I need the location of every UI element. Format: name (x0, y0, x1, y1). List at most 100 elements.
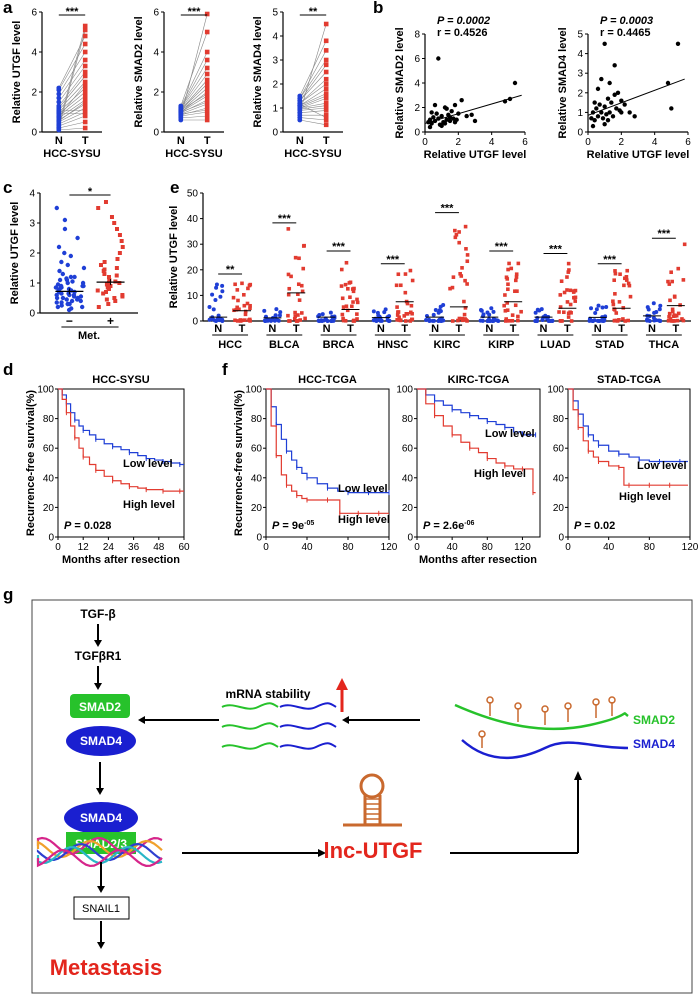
point-tumor (457, 230, 461, 234)
point-tumor (503, 309, 508, 313)
x-axis-label: Months after resection (62, 554, 180, 566)
x-tick-label: N (268, 323, 276, 335)
x-tick-label: 4 (652, 137, 658, 148)
point-tumor (516, 261, 521, 266)
x-tick-label: T (204, 135, 211, 147)
point-tumor (506, 287, 510, 292)
pair-line (299, 117, 327, 121)
point-normal (480, 318, 485, 323)
point-met-pos (95, 288, 100, 293)
point-tumor (462, 299, 466, 304)
smad2-label: SMAD2 (79, 700, 121, 714)
y-tick-label: 4 (414, 79, 420, 90)
y-tick-label: 4 (29, 189, 35, 200)
point-t (323, 103, 329, 108)
group-label: KIRP (488, 339, 514, 351)
point-normal (604, 304, 609, 309)
point-tumor (298, 318, 303, 322)
point-tumor (355, 300, 360, 305)
point-tumor (350, 287, 355, 291)
dna-strand (36, 848, 163, 868)
point-met-neg (69, 306, 74, 311)
y-tick-label: 80 (251, 414, 263, 425)
point-tumor (303, 316, 307, 321)
pair-line (299, 83, 327, 104)
point-t (323, 69, 329, 75)
point-met-neg (79, 304, 85, 310)
x-tick-label: 4 (489, 137, 495, 148)
point-t (323, 62, 329, 68)
point-tumor (405, 301, 410, 306)
pair-line (180, 101, 208, 113)
point-met-neg (68, 253, 74, 259)
point-met-neg (58, 283, 64, 289)
point-normal (478, 307, 483, 312)
scatter-point (605, 96, 611, 101)
x-tick-label: 60 (178, 542, 190, 553)
point-t (204, 71, 210, 77)
point-tumor (676, 311, 681, 316)
point-tumor (286, 292, 291, 297)
point-normal (589, 318, 594, 323)
point-tumor (667, 315, 671, 319)
y-tick-label: 100 (396, 385, 413, 396)
survival-curve (266, 388, 389, 494)
point-tumor (559, 279, 564, 284)
smad4-mrna-label: SMAD4 (633, 737, 675, 751)
point-tumor (625, 268, 630, 273)
dna-strand (36, 836, 163, 856)
point-tumor (398, 318, 403, 323)
pair-line (299, 59, 327, 99)
point-met-pos (104, 297, 109, 302)
point-tumor (296, 282, 301, 287)
tgf-beta-label: TGF-β (80, 607, 115, 621)
point-t (323, 48, 329, 53)
point-tumor (567, 268, 571, 272)
point-tumor (286, 272, 291, 277)
point-tumor (457, 240, 461, 245)
point-tumor (243, 309, 248, 314)
point-tumor (516, 318, 520, 323)
point-tumor (463, 317, 467, 321)
x-tick-label: T (618, 323, 625, 335)
group-label: HCC (218, 339, 242, 351)
scatter-point (600, 116, 606, 121)
pair-line (299, 107, 327, 111)
y-axis-label: Relative UTGF level (168, 206, 180, 309)
point-normal (537, 308, 542, 313)
pair-line (299, 64, 327, 101)
x-axis-label: Relative UTGF level (424, 149, 527, 161)
point-t (82, 81, 88, 87)
point-met-pos (102, 272, 107, 276)
point-t (323, 57, 329, 63)
point-met-neg (70, 279, 75, 284)
point-tumor (503, 319, 508, 323)
y-tick-label: 20 (251, 503, 263, 514)
point-met-pos (113, 299, 118, 303)
x-tick-label: 2 (619, 137, 625, 148)
point-tumor (465, 282, 469, 286)
y-tick-label: 3 (272, 56, 278, 67)
point-normal (317, 318, 322, 323)
scatter-point (604, 112, 609, 117)
point-tumor (678, 303, 682, 307)
point-tumor (614, 318, 619, 323)
x-axis-label: Months after resection (419, 554, 537, 566)
point-t (82, 99, 88, 105)
y-tick-label: 6 (153, 8, 159, 19)
sig-stars: *** (66, 6, 80, 18)
x-tick-label: − (66, 314, 73, 328)
point-n (56, 118, 62, 124)
y-tick-label: 4 (577, 49, 583, 60)
x-tick-label: N (214, 323, 222, 335)
point-normal (487, 318, 492, 323)
point-met-neg (54, 300, 59, 305)
point-tumor (235, 305, 239, 310)
point-tumor (297, 256, 301, 261)
fit-line (424, 94, 522, 124)
point-normal (427, 317, 432, 322)
point-normal (274, 317, 279, 322)
point-tumor (292, 317, 297, 321)
point-met-neg (60, 271, 66, 277)
x-axis-label: HCC-SYSU (165, 148, 223, 160)
